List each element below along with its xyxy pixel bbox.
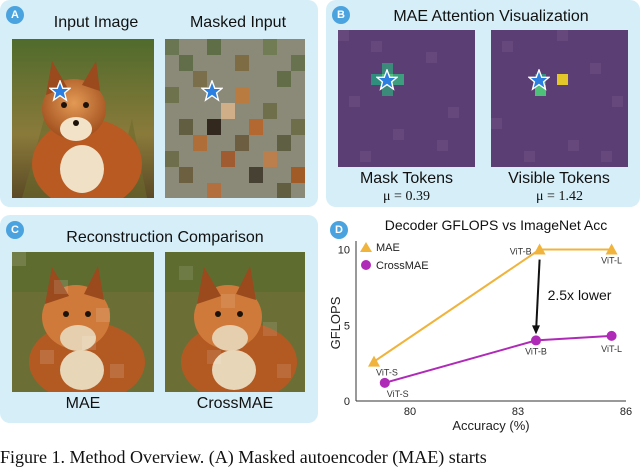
mask-tokens-mu: μ = 0.39 [383,189,430,204]
panel-a: A Input Image Masked Input [0,0,318,207]
visible-tokens-caption: Visible Tokens [508,170,610,187]
panel-d: D Decoder GFLOPS vs ImageNet Acc 80 83 86 0… [326,215,640,447]
crossmae-point [606,330,617,341]
attention-title: MAE Attention Visualization [393,8,589,25]
crossmae-point [531,335,541,346]
figure-caption: Figure 1. Method Overview. (A) Masked au… [0,447,487,467]
crossmae-caption: CrossMAE [196,395,274,412]
point-label: ViT-B [525,346,547,356]
panel-d-letter: D [330,221,348,239]
x-axis-label: Accuracy (%) [452,418,529,433]
mask-tokens-attention-map [338,30,475,167]
mae-point [533,243,546,255]
y-axis-label: GFLOPS [328,296,343,349]
panel-a-letter: A [6,6,24,24]
x-tick-label: 86 [620,406,632,418]
mae-point [605,243,618,255]
x-tick-label: 83 [512,406,524,418]
star-icon [375,67,399,96]
legend-marker-mae [360,242,372,252]
gflops-chart: Decoder GFLOPS vs ImageNet Acc 80 83 86 0 5 1… [328,217,632,433]
y-tick-label: 0 [344,396,350,408]
crossmae-point [379,377,390,388]
input-image-title: Input Image [53,14,139,31]
visible-tokens-mu: μ = 1.42 [536,189,583,204]
mask-tokens-caption: Mask Tokens [359,170,454,187]
visible-tokens-attention-map [491,30,628,167]
input-image [12,39,154,198]
chart-title: Decoder GFLOPS vs ImageNet Acc [385,217,608,233]
star-icon [48,78,72,107]
legend-label: CrossMAE [376,260,429,272]
mae-reconstruction-image [12,252,154,392]
crossmae-reconstruction-image [165,252,305,392]
x-tick-label: 80 [404,406,416,418]
y-tick-label: 5 [344,320,350,332]
series-line-crossmae [384,334,612,384]
masked-input-title: Masked Input [189,14,287,31]
masked-input-image [165,39,305,198]
y-tick-label: 10 [338,245,350,257]
annotation-label: 2.5x lower [548,287,612,303]
panel-c: C Reconstruction Comparison [0,215,318,423]
point-label: ViT-L [601,256,622,266]
annotation-arrowhead [532,325,540,335]
legend-marker-crossmae [361,260,371,270]
point-label: ViT-B [510,247,532,257]
panel-b-letter: B [332,6,350,24]
panel-b: B MAE Attention Visualization [326,0,640,207]
point-label: ViT-S [387,389,409,399]
star-icon [200,78,224,107]
mae-point [368,355,380,367]
point-label: ViT-S [376,368,398,378]
point-label: ViT-L [601,344,622,354]
mae-caption: MAE [65,395,101,412]
star-icon [527,67,551,96]
panel-c-letter: C [6,221,24,239]
reconstruction-title: Reconstruction Comparison [66,229,264,246]
legend-label: MAE [376,242,400,254]
annotation-arrow [535,259,541,333]
